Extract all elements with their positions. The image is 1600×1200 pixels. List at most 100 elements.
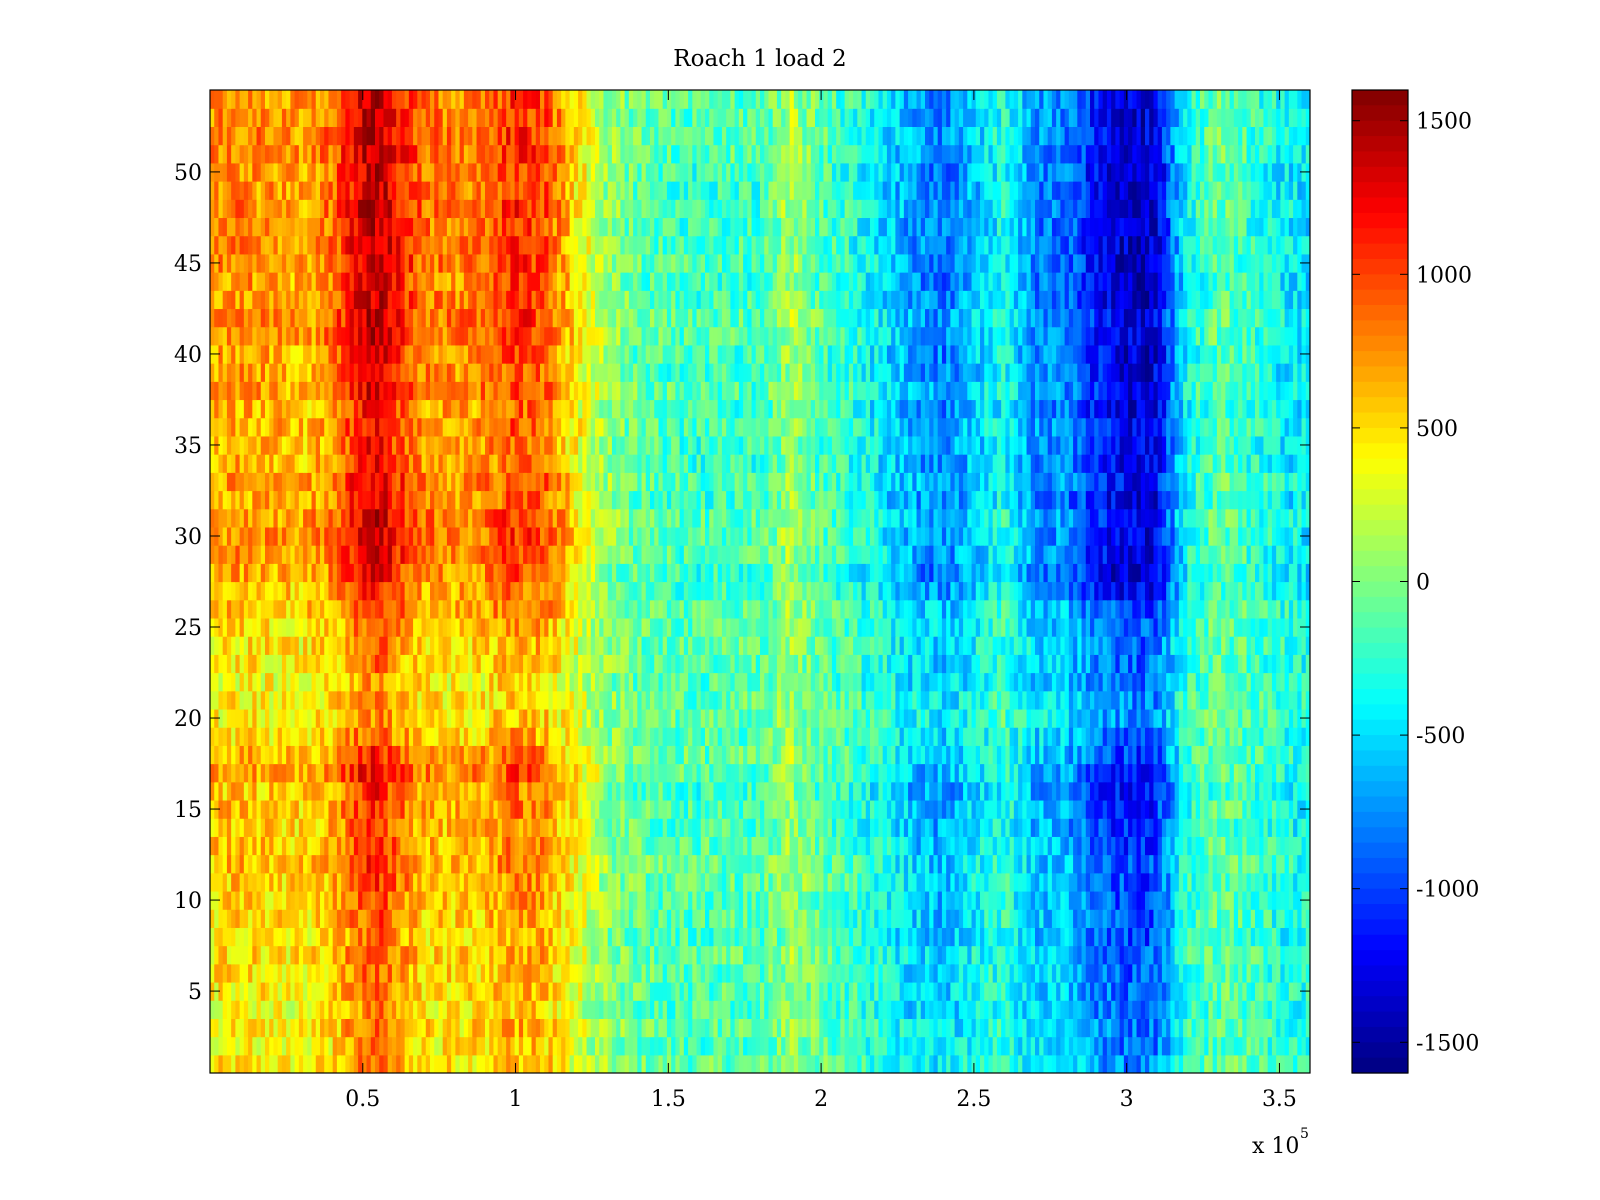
heatmap-cell xyxy=(1115,727,1121,746)
heatmap-cell xyxy=(260,1036,266,1056)
heatmap-cell xyxy=(578,745,583,765)
heatmap-cell xyxy=(1022,745,1028,765)
heatmap-cell xyxy=(1255,799,1260,819)
heatmap-cell xyxy=(743,781,748,801)
heatmap-cell xyxy=(260,1018,266,1038)
heatmap-cell xyxy=(1178,781,1184,801)
heatmap-cell xyxy=(1098,872,1104,892)
heatmap-cell xyxy=(497,781,503,801)
heatmap-cell xyxy=(650,872,655,892)
heatmap-cell xyxy=(713,836,719,856)
heatmap-cell xyxy=(755,799,761,819)
heatmap-cell xyxy=(1187,890,1193,910)
heatmap-cell xyxy=(717,854,723,874)
heatmap-cell xyxy=(836,745,841,765)
heatmap-cell xyxy=(654,745,660,765)
heatmap-cell xyxy=(920,945,926,965)
heatmap-cell xyxy=(544,854,550,874)
heatmap-cell xyxy=(980,854,985,874)
heatmap-cell xyxy=(793,909,799,928)
heatmap-cell xyxy=(1246,745,1252,765)
heatmap-cell xyxy=(1013,1000,1019,1019)
heatmap-cell xyxy=(383,708,389,728)
heatmap-cell xyxy=(281,945,287,965)
heatmap-cell xyxy=(370,727,376,746)
heatmap-cell xyxy=(903,872,909,892)
heatmap-cell xyxy=(252,836,258,856)
heatmap-cell xyxy=(688,1054,693,1073)
heatmap-cell xyxy=(861,963,867,983)
heatmap-cell xyxy=(963,909,968,928)
heatmap-cell xyxy=(510,763,516,783)
heatmap-cell xyxy=(925,872,930,892)
heatmap-cell xyxy=(645,909,651,928)
heatmap-cell xyxy=(1157,1018,1163,1038)
heatmap-cell xyxy=(1233,872,1239,892)
heatmap-cell xyxy=(565,927,571,947)
heatmap-cell xyxy=(523,945,528,965)
heatmap-cell xyxy=(226,872,232,892)
heatmap-cell xyxy=(446,1018,452,1038)
heatmap-cell xyxy=(1255,1036,1260,1056)
heatmap-cell xyxy=(269,945,275,965)
heatmap-cell xyxy=(984,1018,990,1038)
heatmap-cell xyxy=(1098,945,1104,965)
heatmap-cell xyxy=(210,945,215,965)
heatmap-cell xyxy=(404,854,410,874)
heatmap-cell xyxy=(929,927,935,947)
heatmap-cell xyxy=(582,854,588,874)
heatmap-cell xyxy=(798,981,803,1001)
heatmap-cell xyxy=(485,781,490,801)
heatmap-cell xyxy=(1191,763,1197,783)
heatmap-cell xyxy=(358,945,363,965)
heatmap-cell xyxy=(1293,1036,1298,1056)
heatmap-cell xyxy=(1140,836,1146,856)
heatmap-cell xyxy=(362,799,368,819)
heatmap-cell xyxy=(683,981,689,1001)
heatmap-cell xyxy=(916,927,922,947)
heatmap-cell xyxy=(510,909,516,928)
heatmap-cell xyxy=(294,1054,300,1073)
heatmap-cell xyxy=(556,799,562,819)
heatmap-cell xyxy=(1288,890,1294,910)
heatmap-cell xyxy=(1187,1000,1193,1019)
heatmap-cell xyxy=(996,799,1002,819)
heatmap-cell xyxy=(654,1000,660,1019)
heatmap-cell xyxy=(315,781,321,801)
heatmap-cell xyxy=(1250,763,1256,783)
heatmap-cell xyxy=(671,1036,676,1056)
heatmap-cell xyxy=(468,945,473,965)
heatmap-cell xyxy=(277,1054,283,1073)
heatmap-cell xyxy=(996,854,1002,874)
heatmap-cell xyxy=(1297,727,1303,746)
heatmap-cell xyxy=(1305,1018,1310,1038)
heatmap-cell xyxy=(476,781,482,801)
chart-title: Roach 1 load 2 xyxy=(673,46,846,72)
heatmap-cell xyxy=(747,799,753,819)
heatmap-cell xyxy=(552,763,558,783)
heatmap-cell xyxy=(793,799,799,819)
heatmap-cell xyxy=(281,854,287,874)
heatmap-cell xyxy=(1301,781,1307,801)
heatmap-cell xyxy=(341,981,346,1001)
heatmap-cell xyxy=(548,836,554,856)
heatmap-cell xyxy=(595,927,600,947)
heatmap-cell xyxy=(548,909,554,928)
heatmap-cell xyxy=(870,1018,875,1038)
heatmap-cell xyxy=(1102,799,1108,819)
heatmap-cell xyxy=(654,799,660,819)
heatmap-cell xyxy=(840,818,846,837)
heatmap-cell xyxy=(468,1000,473,1019)
heatmap-cell xyxy=(688,1018,693,1038)
heatmap-cell xyxy=(1174,818,1180,837)
heatmap-cell xyxy=(1267,1054,1273,1073)
heatmap-cell xyxy=(459,781,465,801)
heatmap-cell xyxy=(705,927,710,947)
heatmap-cell xyxy=(438,927,444,947)
heatmap-cell xyxy=(442,708,448,728)
heatmap-cell xyxy=(1111,927,1116,947)
heatmap-cell xyxy=(599,854,605,874)
heatmap-cell xyxy=(628,1000,634,1019)
heatmap-cell xyxy=(294,854,300,874)
heatmap-cell xyxy=(544,818,550,837)
